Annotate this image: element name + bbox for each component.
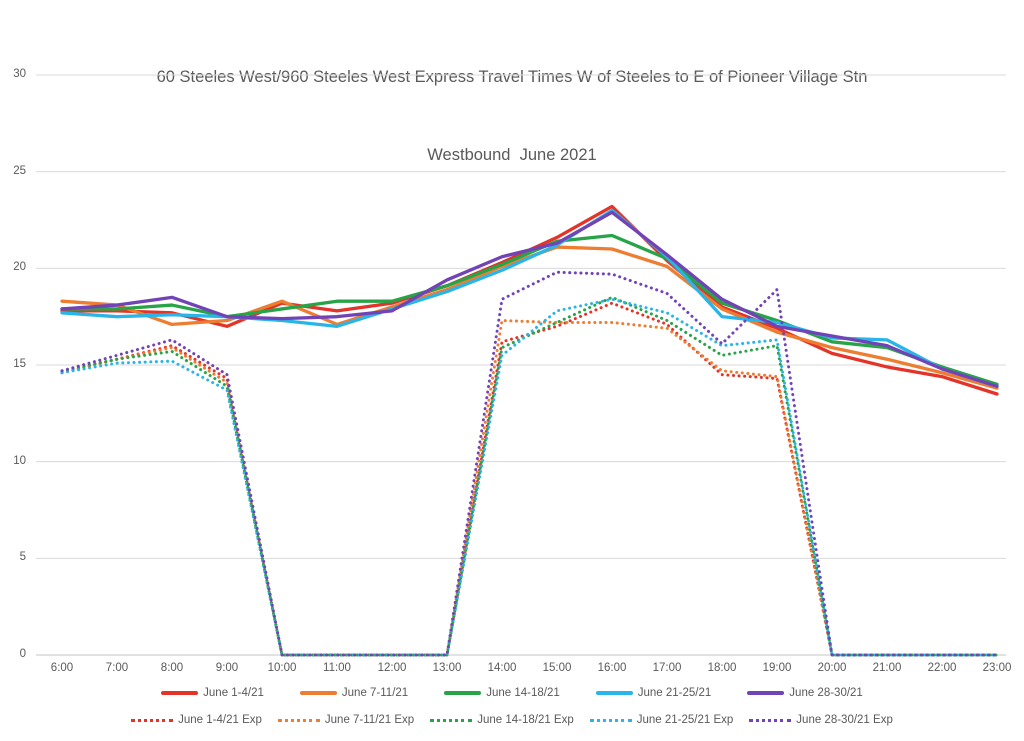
- y-tick-label: 25: [13, 164, 26, 177]
- legend-label: June 14-18/21 Exp: [477, 714, 574, 726]
- x-tick-label: 13:00: [432, 662, 462, 674]
- legend-dotted-line-swatch: [589, 718, 632, 722]
- chart-title-line1: 60 Steeles West/960 Steeles West Express…: [156, 68, 868, 86]
- legend-label: June 14-18/21: [486, 687, 560, 699]
- legend-item-june-14-18-21-exp: June 14-18/21 Exp: [430, 714, 574, 726]
- legend-line-swatch: [595, 691, 633, 695]
- legend-item-june-28-30-21: June 28-30/21: [747, 687, 863, 699]
- legend-label: June 1-4/21: [203, 687, 264, 699]
- x-tick-label: 15:00: [542, 662, 572, 674]
- y-tick-label: 20: [13, 261, 26, 274]
- x-tick-label: 11:00: [323, 662, 351, 674]
- legend-line-swatch: [161, 691, 199, 695]
- legend-label: June 21-25/21: [637, 687, 712, 699]
- x-tick-label: 20:00: [817, 662, 847, 674]
- legend-item-june-7-11-21-exp: June 7-11/21 Exp: [277, 714, 415, 726]
- series-line-june-28-30-21-exp: [60, 270, 999, 657]
- legend-item-june-21-25-21: June 21-25/21: [595, 687, 712, 699]
- legend-label: June 28-30/21: [789, 687, 863, 699]
- legend-item-june-7-11-21: June 7-11/21: [299, 687, 409, 699]
- legend-line-swatch: [747, 691, 785, 695]
- legend-dotted-line-swatch: [749, 718, 792, 722]
- legend-item-june-1-4-21-exp: June 1-4/21 Exp: [131, 714, 262, 726]
- chart-title: 60 Steeles West/960 Steeles West Express…: [0, 12, 1024, 220]
- y-tick-label: 10: [13, 454, 26, 467]
- legend-line-swatch: [444, 691, 482, 695]
- legend-item-june-1-4-21: June 1-4/21: [161, 687, 264, 699]
- x-tick-label: 23:00: [982, 662, 1012, 674]
- legend-label: June 28-30/21 Exp: [796, 714, 893, 726]
- chart-title-line2: Westbound June 2021: [427, 146, 597, 164]
- series-line-june-28-30-21: [60, 210, 999, 388]
- legend-line-swatch: [299, 691, 337, 695]
- x-tick-label: 7:00: [105, 662, 129, 674]
- x-tick-label: 9:00: [215, 662, 239, 674]
- legend-label: June 1-4/21 Exp: [178, 714, 262, 726]
- series-line-june-14-18-21-exp: [60, 295, 999, 657]
- x-tick-label: 8:00: [160, 662, 184, 674]
- legend-item-june-21-25-21-exp: June 21-25/21 Exp: [589, 714, 734, 726]
- y-tick-label: 30: [13, 68, 26, 80]
- series-line-june-1-4-21-exp: [60, 301, 999, 657]
- x-tick-label: 14:00: [487, 662, 517, 674]
- y-tick-label: 0: [19, 648, 26, 660]
- x-tick-label: 19:00: [762, 662, 792, 674]
- legend-item-june-14-18-21: June 14-18/21: [444, 687, 560, 699]
- legend-row-express: June 1-4/21 Exp June 7-11/21 Exp June 14-1…: [0, 714, 1024, 726]
- y-tick-label: 5: [19, 551, 26, 564]
- y-tick-label: 15: [13, 358, 26, 370]
- series-line-june-1-4-21: [60, 204, 999, 396]
- x-tick-label: 10:00: [267, 662, 297, 674]
- x-tick-label: 17:00: [652, 662, 682, 674]
- legend-dotted-line-swatch: [277, 718, 320, 722]
- legend-label: June 21-25/21 Exp: [636, 714, 734, 726]
- x-tick-label: 22:00: [927, 662, 957, 674]
- legend-label: June 7-11/21 Exp: [324, 714, 415, 726]
- x-tick-label: 21:00: [872, 662, 902, 674]
- plot-svg: [36, 74, 1006, 657]
- legend-dotted-line-swatch: [131, 718, 174, 722]
- x-tick-label: 6:00: [50, 662, 74, 674]
- legend-dotted-line-swatch: [430, 718, 473, 722]
- legend-row-solid: June 1-4/21 June 7-11/21 June 14-18/21 June…: [0, 687, 1024, 699]
- legend-item-june-28-30-21-exp: June 28-30/21 Exp: [749, 714, 893, 726]
- series-line-june-7-11-21-exp: [60, 319, 999, 657]
- series-line-june-21-25-21-exp: [60, 297, 999, 657]
- x-tick-label: 16:00: [597, 662, 627, 674]
- legend-label: June 7-11/21: [341, 687, 409, 699]
- x-tick-label: 12:00: [377, 662, 407, 674]
- x-tick-label: 18:00: [707, 662, 737, 674]
